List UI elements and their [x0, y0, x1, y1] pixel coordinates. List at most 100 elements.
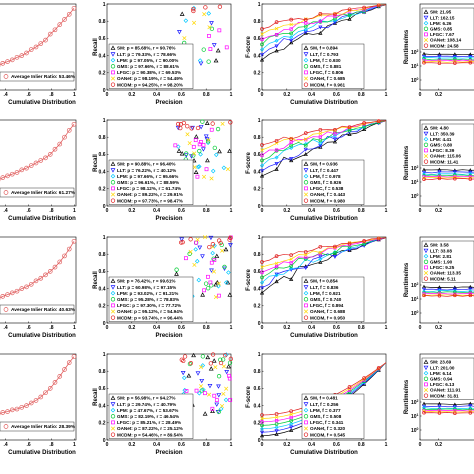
r1c1-inlier-point	[57, 22, 63, 27]
r3c1-inlier-line	[0, 241, 75, 299]
r3c3-xtick-label: 0.2	[283, 325, 290, 331]
r4c3-xtick-label: 0.2	[283, 442, 290, 448]
r2c3-legend	[301, 159, 365, 205]
r4c4-legend-marker-lpm	[423, 370, 429, 376]
r3c2-ylabel: Recall	[93, 271, 99, 289]
r3c1-inlier-point	[0, 293, 6, 299]
r3c3-series-point-gms	[333, 251, 337, 255]
r2c4-series-point-llt	[437, 170, 442, 174]
r1c3-series-point-mcdm	[260, 27, 264, 31]
r1c4-ytick-label: 102	[411, 49, 419, 56]
r4c2-point-sm	[210, 408, 215, 414]
r4c4-series-point-mcdm	[422, 410, 426, 415]
r3c2-point-lpm	[210, 250, 215, 256]
r3c1-xtick-label: .6	[26, 325, 30, 331]
r4c2-legend-marker-sm	[110, 395, 116, 400]
r4c2-point-gms	[220, 357, 226, 362]
r3c3-series-point-sm	[274, 279, 279, 284]
r4c1-inlier-point	[14, 406, 20, 412]
r2c3-legend-marker-lfgc	[304, 186, 308, 191]
r2c4-series-point-mcdm	[453, 176, 457, 181]
r2c2-point-lpm	[221, 165, 227, 171]
r3c3-series-point-lpm	[260, 280, 264, 285]
r3c2-point-lpm	[226, 270, 231, 275]
r2c1-legend	[0, 187, 75, 198]
r1c3-series-point-sm	[347, 16, 352, 21]
r1c4-series-point-lpm	[468, 55, 473, 60]
r3c2-point-mcdm	[210, 242, 216, 247]
r3c2-point-sm	[213, 282, 219, 287]
r3c2-point-llt	[179, 237, 185, 242]
r3c2-point-sm	[214, 279, 220, 285]
r1c2-xlabel: Precision	[155, 100, 182, 106]
r2c1-inlier-point	[9, 171, 15, 177]
r4c1-inlier-point	[71, 354, 77, 359]
r4c2-point-llt	[199, 378, 205, 384]
r1c1-inlier-point	[43, 37, 48, 43]
r3c4-legend-marker-oanet	[423, 270, 429, 276]
r2c4-ytick-label: 101	[411, 179, 419, 186]
r1c2-xtick-label: 0.4	[153, 92, 160, 98]
r3c1-inlier-point	[38, 275, 44, 281]
r2c3-legend-marker-llt	[303, 168, 309, 173]
r3c3-series-point-mcdm	[274, 254, 279, 258]
r3c4-series-point-mcdm	[422, 293, 426, 298]
r2c2-point-sm	[193, 169, 199, 175]
r1c4-legend-entry-oanet: OANet: 108.14	[430, 38, 462, 43]
r2c3-series-point-llt	[274, 162, 279, 166]
r1c3-series-point-lfgc	[260, 37, 264, 41]
r3c3-series-point-lpm	[274, 273, 279, 278]
r2c3-legend-entry-oanet: OANet, f = 0.443	[310, 192, 346, 197]
r4c3-legend-entry-gms: GMS, f = 0.508	[310, 414, 342, 419]
r3c2-legend-entry-llt: LLT: p = 60.98%, r = 97.15%	[117, 285, 176, 290]
r1c3-legend-entry-oanet: OANet, f = 0.685	[310, 76, 346, 81]
r1c2-point-sm	[215, 48, 221, 53]
r1c3-series-point-sm	[259, 57, 265, 62]
r2c3-series-point-llt	[303, 147, 308, 152]
r1c3-ytick-label: 0.4	[254, 53, 261, 59]
r2c2-point-mcdm	[189, 126, 194, 131]
r3c4-series-point-mcdm	[453, 293, 457, 298]
r3c3-legend-entry-mcdm: MCDM, f = 0.950	[310, 315, 346, 320]
r4c4-legend-entry-gms: GMS: 0.94	[430, 377, 453, 382]
r3c2-point-lfgc	[212, 258, 217, 262]
r4c1-inlier-point	[38, 394, 44, 400]
r4c4-series-point-llt	[468, 404, 473, 408]
r3c2-point-lfgc	[184, 256, 188, 261]
r2c3-ylabel: F-score	[246, 152, 252, 174]
r3c2-point-sm	[225, 280, 231, 285]
r4c4-legend-marker-sm	[423, 359, 429, 364]
r3c2-point-lfgc	[202, 288, 207, 293]
r3c2-point-gms	[187, 251, 192, 256]
r2c1-inlier-point	[0, 175, 6, 180]
r4c1-inlier-point	[33, 398, 39, 403]
r4c2-point-sm	[211, 358, 217, 363]
r3c1-inlier-point	[24, 284, 29, 290]
r2c4-legend-entry-gms: GMS: 0.80	[430, 143, 453, 148]
r3c3-series-point-sm	[332, 251, 338, 256]
r1c2-ytick-label: 0.2	[99, 71, 106, 77]
r2c1-inlier-point	[33, 160, 39, 166]
r4c2-point-lfgc	[194, 388, 199, 393]
r4c4-series-point-lfgc	[468, 409, 472, 413]
r2c2-point-lpm	[210, 168, 216, 174]
r1c4-legend-entry-gms: GMS: 0.85	[430, 27, 453, 32]
r3c2-xtick-label: 0	[106, 325, 109, 331]
r2c4-legend	[421, 123, 474, 166]
r1c3-ytick-label: 0.2	[254, 71, 261, 77]
r2c3-xtick-label: 0.8	[358, 208, 365, 214]
r1c3-series-point-gms	[289, 31, 294, 36]
r2c4-legend-entry-lpm: LPM: 4.41	[430, 137, 452, 142]
r3c1-xtick-label: 1	[73, 325, 76, 331]
r1c2-legend-entry-sm: SM: p = 85.68%, r = 90.76%	[117, 46, 175, 51]
r1c2-legend-entry-lfgc: LFGC: p = 90.38%, r = 69.53%	[117, 70, 181, 75]
r1c1-inlier-point	[62, 17, 67, 22]
r1c3-series-point-mcdm	[362, 5, 366, 10]
r3c2-point-lfgc	[209, 260, 214, 265]
r2c4-series-point-llt	[422, 170, 426, 175]
r2c3-legend-marker-oanet	[303, 192, 309, 197]
r2c2-point-mcdm	[195, 125, 201, 131]
r2c1-inlier-point	[19, 167, 25, 173]
r1c3-series-point-lpm	[303, 27, 308, 32]
r3c1-inlier-point	[52, 264, 58, 270]
